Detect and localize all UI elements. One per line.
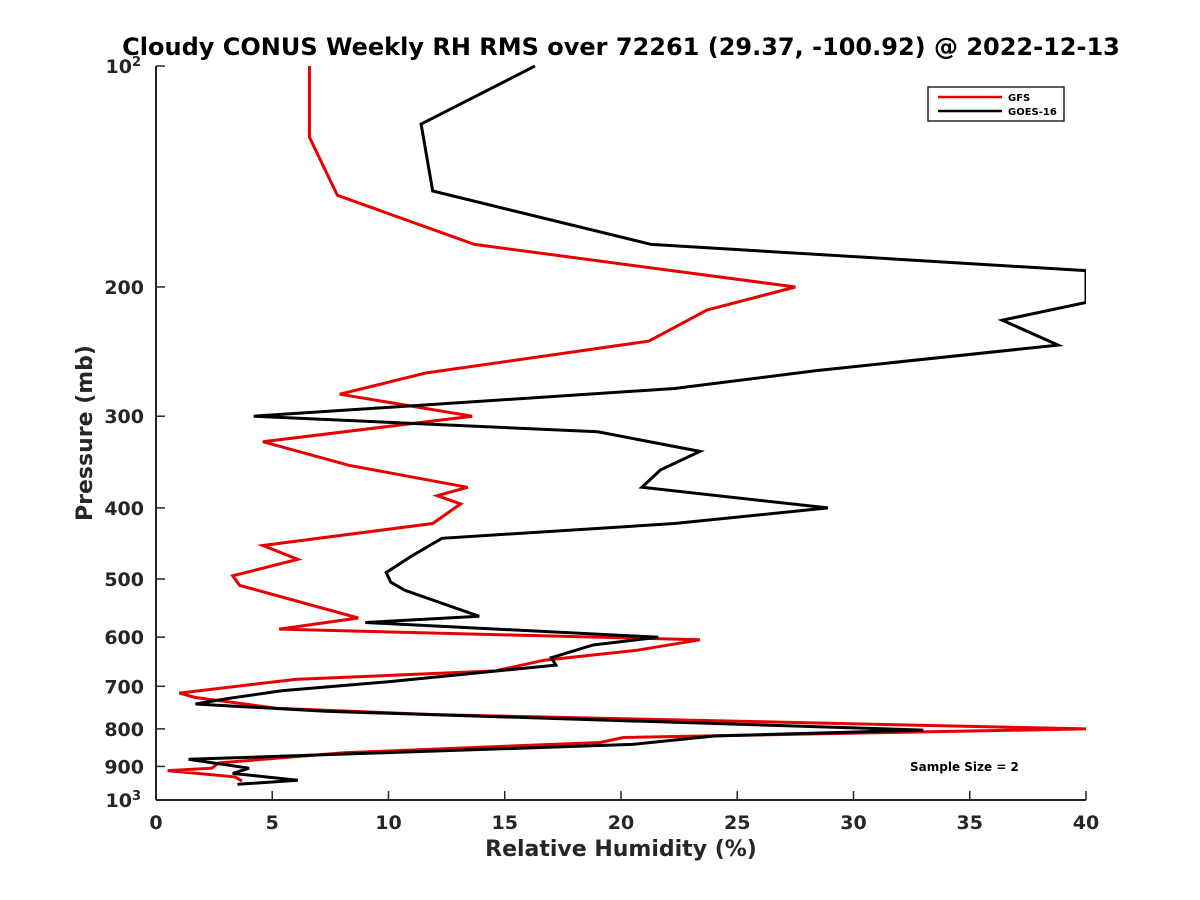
y-tick-label: 700	[104, 676, 144, 698]
y-tick-label: 400	[104, 498, 144, 520]
x-tick-label: 5	[266, 812, 279, 834]
legend: GFS GOES-16	[927, 86, 1065, 122]
series-line-gfs	[167, 66, 1086, 783]
ticks-layer	[155, 65, 1087, 801]
series-layer	[167, 64, 1086, 786]
x-tick-label: 10	[375, 812, 401, 834]
y-tick-label: 200	[104, 277, 144, 299]
x-tick-label: 35	[957, 812, 983, 834]
x-tick-label: 15	[492, 812, 518, 834]
x-tick-label: 40	[1073, 812, 1099, 834]
y-tick-exponent: 3	[132, 789, 141, 804]
chart-title: Cloudy CONUS Weekly RH RMS over 72261 (2…	[122, 33, 1120, 61]
x-tick-label: 25	[724, 812, 750, 834]
x-axis-label: Relative Humidity (%)	[485, 837, 757, 862]
y-tick-label: 10	[106, 790, 132, 812]
legend-label-gfs: GFS	[1008, 93, 1030, 104]
y-axis-label: Pressure (mb)	[73, 345, 98, 521]
legend-box	[927, 86, 1065, 122]
y-tick-label: 600	[104, 627, 144, 649]
x-tick-label: 30	[840, 812, 866, 834]
x-tick-label: 0	[149, 812, 162, 834]
sample-size-annotation: Sample Size = 2	[910, 760, 1019, 774]
y-tick-label: 500	[104, 569, 144, 591]
x-tick-label: 20	[608, 812, 634, 834]
legend-label-goes16: GOES-16	[1008, 107, 1057, 118]
y-tick-label: 900	[104, 756, 144, 778]
series-line-goes16	[188, 64, 1086, 786]
y-tick-label: 300	[104, 406, 144, 428]
y-tick-label: 800	[104, 719, 144, 741]
y-tick-label: 10	[106, 56, 132, 78]
y-tick-exponent: 2	[132, 55, 141, 70]
